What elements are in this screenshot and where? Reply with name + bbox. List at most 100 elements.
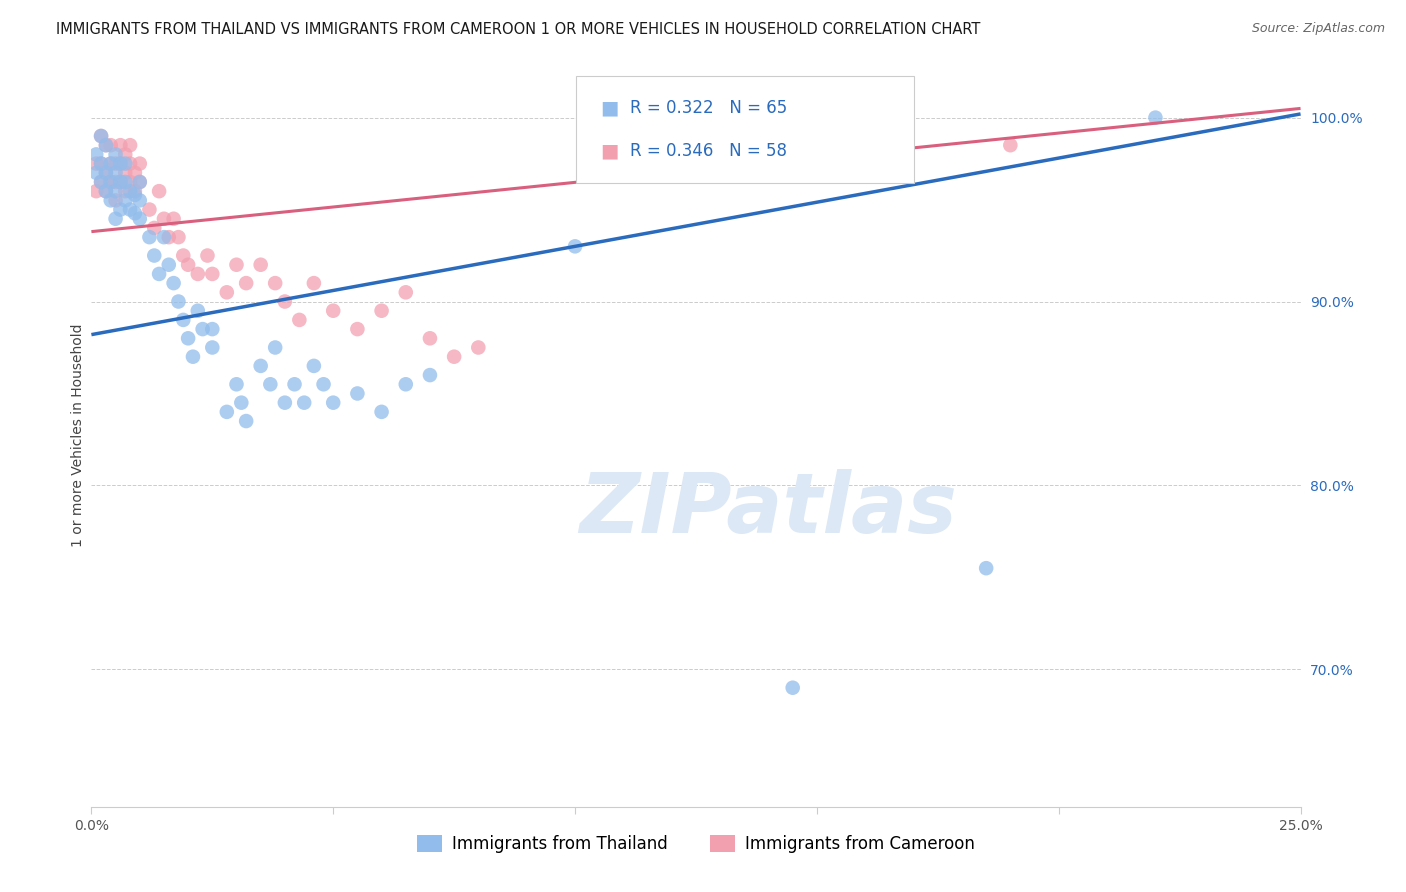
Legend: Immigrants from Thailand, Immigrants from Cameroon: Immigrants from Thailand, Immigrants fro… — [411, 829, 981, 860]
Point — [100, 175, 122, 189]
Point — [110, 138, 132, 153]
Point — [312, 377, 335, 392]
Text: R = 0.346   N = 58: R = 0.346 N = 58 — [630, 142, 787, 160]
Point — [114, 166, 136, 180]
Point — [104, 175, 127, 189]
Point — [274, 294, 297, 309]
Point — [138, 230, 160, 244]
Point — [84, 184, 107, 198]
Point — [201, 341, 224, 355]
Point — [201, 267, 224, 281]
Point — [90, 175, 112, 189]
Text: IMMIGRANTS FROM THAILAND VS IMMIGRANTS FROM CAMEROON 1 OR MORE VEHICLES IN HOUSE: IMMIGRANTS FROM THAILAND VS IMMIGRANTS F… — [56, 22, 980, 37]
Point — [100, 138, 122, 153]
Point — [84, 166, 107, 180]
Point — [467, 341, 489, 355]
Point — [114, 184, 136, 198]
Point — [235, 414, 257, 428]
Point — [249, 359, 271, 373]
Point — [104, 166, 127, 180]
Point — [124, 166, 146, 180]
Point — [94, 138, 117, 153]
Point — [370, 405, 392, 419]
Point — [1000, 138, 1022, 153]
Point — [172, 248, 194, 262]
Point — [124, 184, 146, 198]
Point — [249, 258, 271, 272]
Point — [443, 350, 465, 364]
Point — [143, 248, 166, 262]
Point — [110, 156, 132, 170]
Point — [100, 175, 122, 189]
Point — [100, 156, 122, 170]
Point — [395, 377, 418, 392]
Point — [128, 175, 150, 189]
Point — [1144, 111, 1167, 125]
Point — [114, 156, 136, 170]
Point — [128, 175, 150, 189]
Point — [259, 377, 281, 392]
Point — [162, 211, 184, 226]
Point — [90, 128, 112, 143]
Point — [191, 322, 214, 336]
Point — [120, 175, 142, 189]
Point — [292, 395, 315, 409]
Point — [346, 322, 368, 336]
Point — [782, 681, 804, 695]
Point — [283, 377, 305, 392]
Point — [90, 175, 112, 189]
Text: ■: ■ — [600, 142, 619, 161]
Point — [225, 377, 247, 392]
Point — [110, 156, 132, 170]
Point — [104, 147, 127, 161]
Point — [322, 395, 344, 409]
Point — [94, 184, 117, 198]
Point — [104, 211, 127, 226]
Point — [162, 276, 184, 290]
Point — [215, 285, 238, 300]
Point — [120, 184, 142, 198]
Point — [172, 313, 194, 327]
Point — [274, 395, 297, 409]
Point — [167, 230, 190, 244]
Point — [215, 405, 238, 419]
Point — [231, 395, 253, 409]
Point — [110, 175, 132, 189]
Point — [94, 166, 117, 180]
Point — [187, 267, 209, 281]
Point — [104, 194, 127, 208]
Point — [94, 138, 117, 153]
Point — [288, 313, 311, 327]
Point — [148, 267, 170, 281]
Point — [370, 303, 392, 318]
Point — [148, 184, 170, 198]
Point — [177, 331, 200, 345]
Point — [177, 258, 200, 272]
Point — [90, 156, 112, 170]
Point — [157, 258, 180, 272]
Point — [322, 303, 344, 318]
Text: R = 0.322   N = 65: R = 0.322 N = 65 — [630, 99, 787, 117]
Point — [124, 206, 146, 220]
Point — [153, 211, 176, 226]
Point — [94, 184, 117, 198]
Point — [104, 156, 127, 170]
Point — [84, 156, 107, 170]
Point — [153, 230, 176, 244]
Point — [346, 386, 368, 401]
Point — [974, 561, 997, 575]
Point — [90, 128, 112, 143]
Point — [181, 350, 204, 364]
Point — [84, 147, 107, 161]
Point — [302, 359, 325, 373]
Point — [419, 331, 441, 345]
Point — [110, 202, 132, 217]
Point — [128, 194, 150, 208]
Point — [110, 175, 132, 189]
Point — [124, 187, 146, 202]
Point — [104, 184, 127, 198]
Point — [157, 230, 180, 244]
Point — [138, 202, 160, 217]
Point — [302, 276, 325, 290]
Point — [100, 156, 122, 170]
